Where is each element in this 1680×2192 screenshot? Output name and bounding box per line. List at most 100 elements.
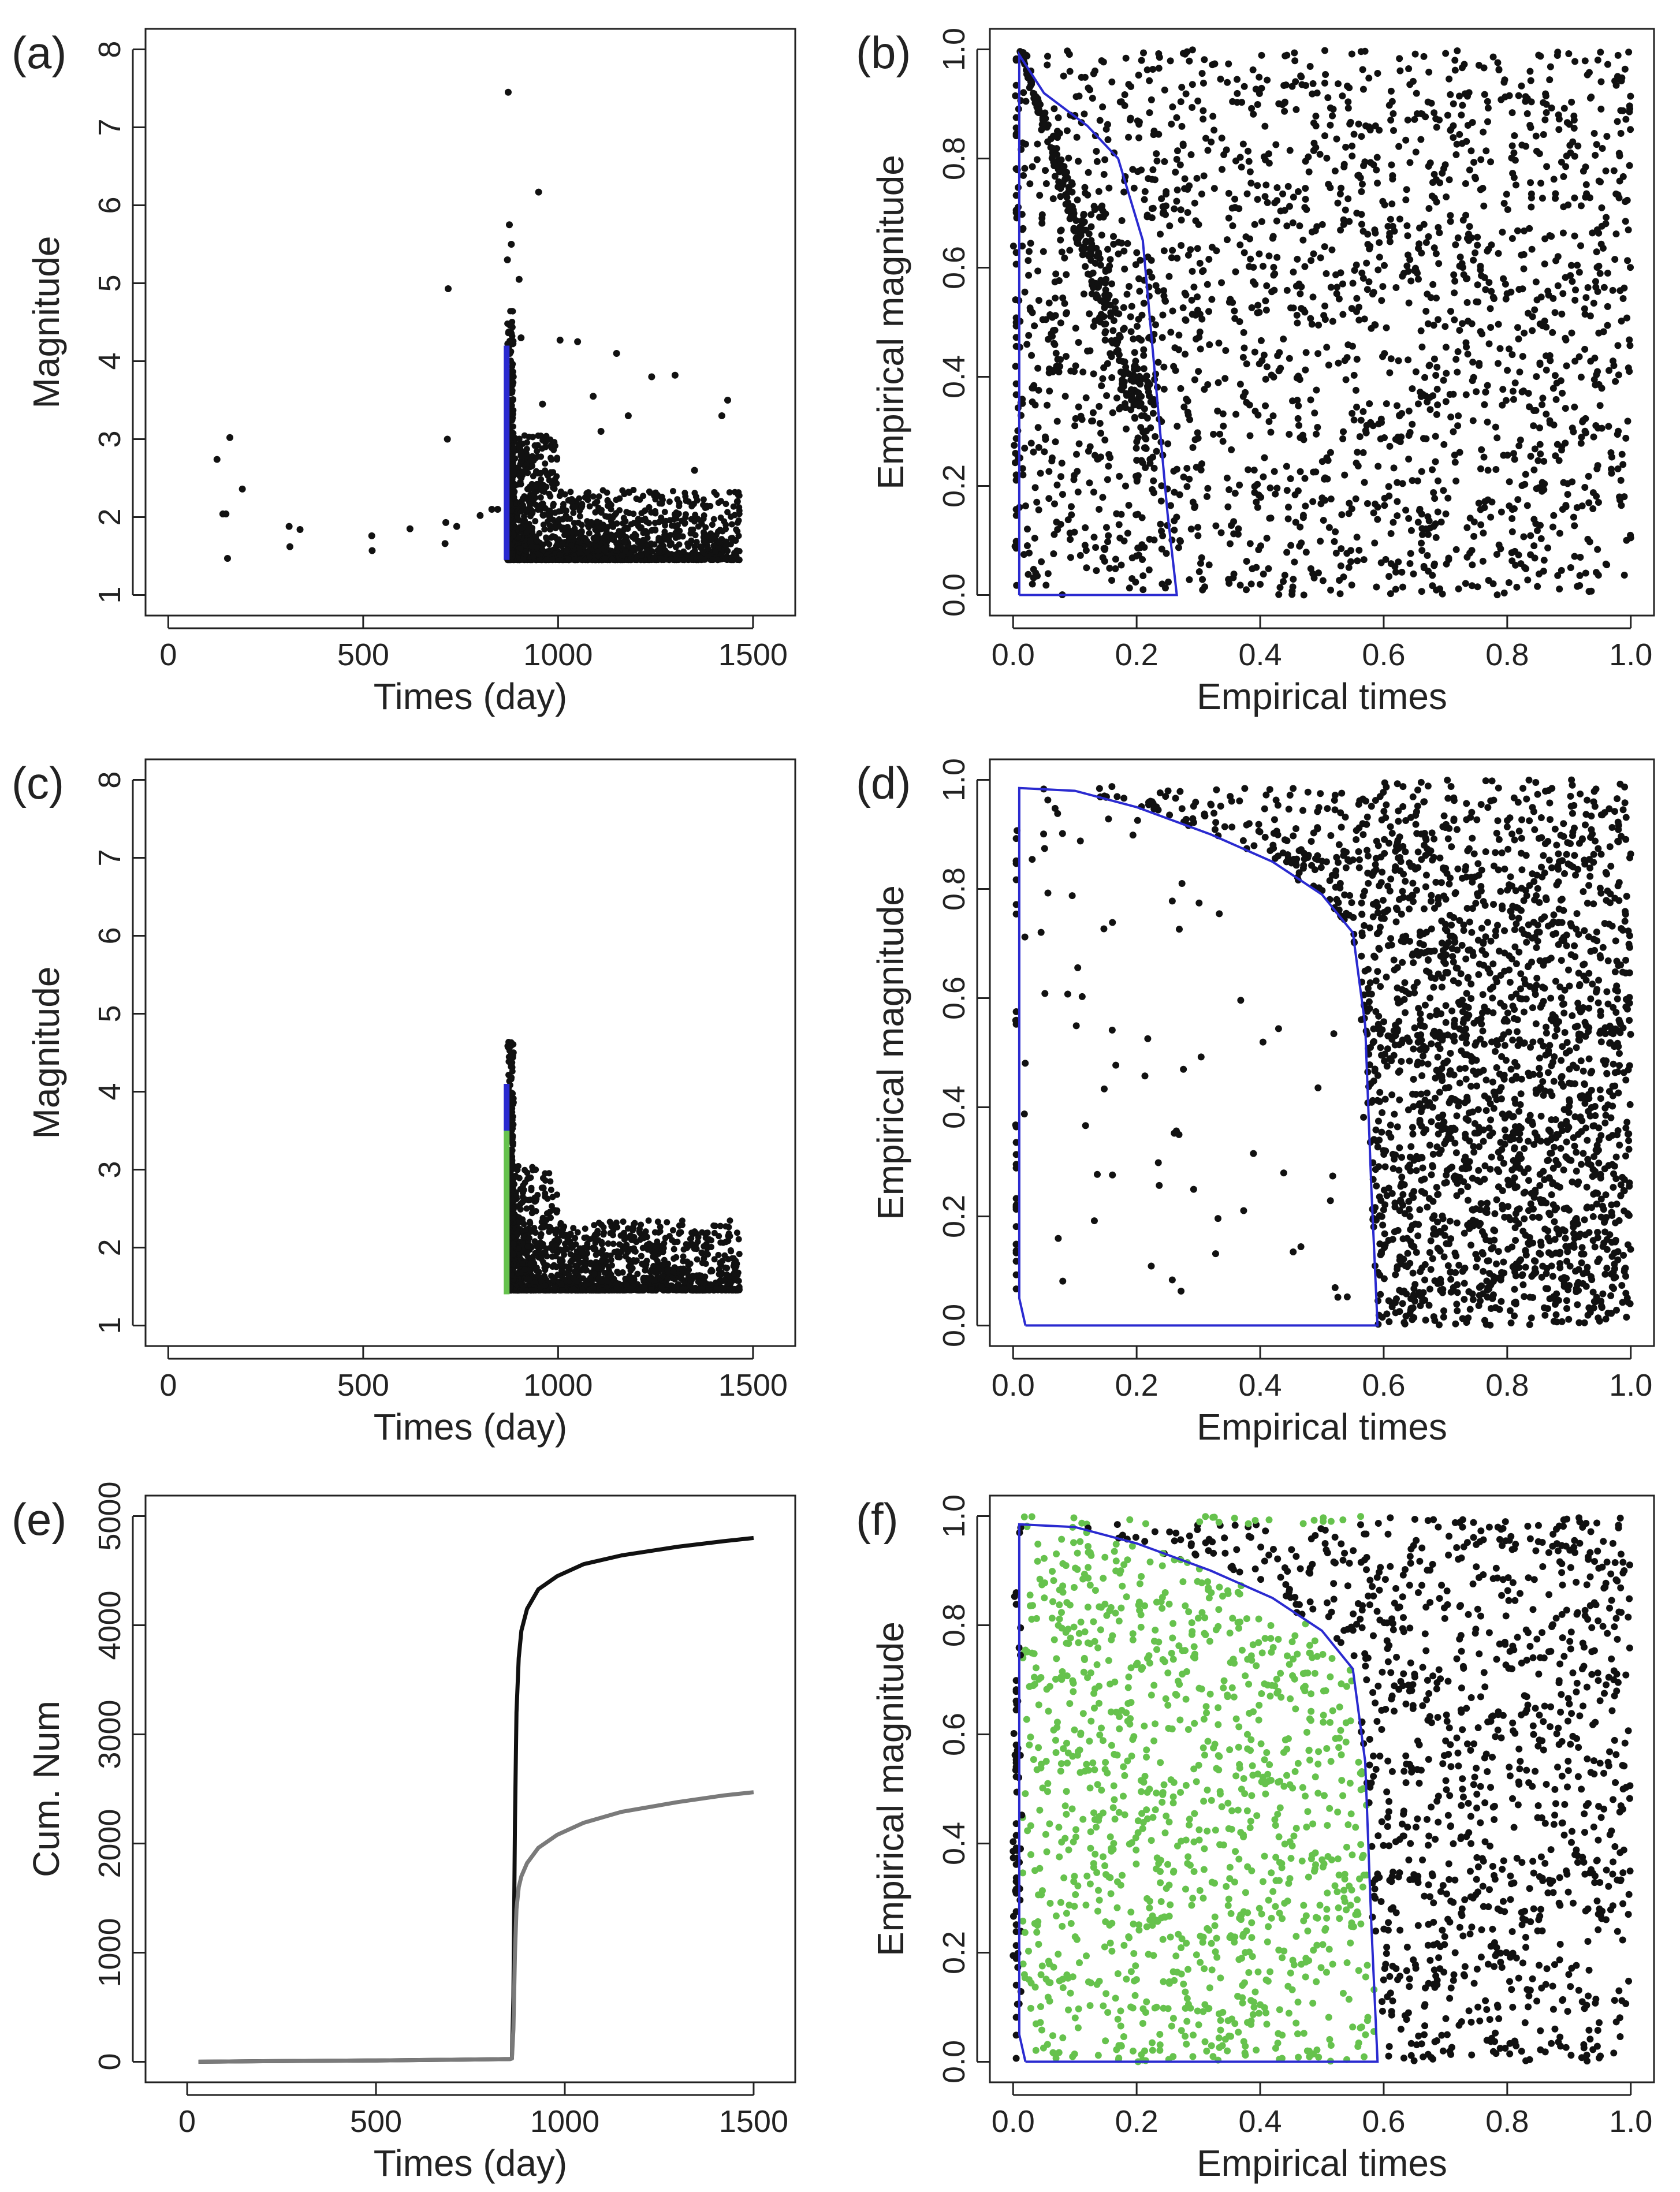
data-point <box>1090 370 1097 377</box>
data-point <box>1349 152 1355 159</box>
data-point <box>1161 386 1168 393</box>
data-point <box>1558 311 1565 318</box>
data-point <box>1379 353 1386 360</box>
data-point <box>1021 445 1028 452</box>
data-point <box>1262 297 1269 304</box>
data-point <box>1388 355 1395 362</box>
data-point <box>1541 557 1548 564</box>
data-point <box>509 363 515 370</box>
data-point <box>1045 495 1052 502</box>
data-point <box>1228 446 1235 453</box>
data-point <box>1586 588 1593 595</box>
data-point <box>1561 105 1568 112</box>
data-point <box>1577 554 1584 561</box>
data-point <box>1171 527 1178 534</box>
data-point <box>1551 422 1558 428</box>
data-point <box>1116 521 1123 528</box>
data-point <box>1446 176 1453 183</box>
data-point <box>1385 483 1392 490</box>
data-point <box>1206 341 1213 348</box>
data-point <box>1073 451 1080 458</box>
data-point <box>1426 517 1433 524</box>
data-point <box>368 547 375 554</box>
data-point <box>1365 74 1372 81</box>
data-point <box>1441 323 1448 330</box>
data-point <box>1251 467 1258 474</box>
data-point <box>1458 111 1465 118</box>
data-point <box>1152 176 1159 183</box>
data-point <box>1524 110 1531 117</box>
data-point <box>1216 431 1223 438</box>
data-point <box>1296 222 1303 229</box>
data-point <box>1257 581 1264 588</box>
data-point <box>1224 475 1231 482</box>
data-point <box>1504 290 1511 297</box>
data-point <box>1454 141 1461 148</box>
data-point <box>1122 91 1128 98</box>
data-point <box>1280 578 1287 585</box>
data-point <box>1127 313 1134 320</box>
data-point <box>1261 123 1268 130</box>
data-point <box>1625 226 1632 233</box>
data-point <box>1060 163 1067 170</box>
data-point <box>670 488 676 494</box>
data-point <box>1183 91 1190 98</box>
data-point <box>1080 246 1087 253</box>
data-point <box>1143 445 1150 452</box>
data-point <box>547 508 553 514</box>
data-point <box>1264 199 1271 206</box>
data-point <box>1385 493 1392 499</box>
data-point <box>1314 90 1321 96</box>
data-point <box>1075 489 1082 495</box>
data-point <box>1435 508 1441 515</box>
data-point <box>1191 502 1198 509</box>
data-point <box>1220 411 1227 417</box>
data-point <box>1476 362 1482 369</box>
data-point <box>1124 291 1131 298</box>
data-point <box>1478 272 1485 279</box>
data-point <box>1598 204 1605 211</box>
data-point <box>1116 473 1123 480</box>
data-point <box>1097 279 1104 286</box>
data-point <box>676 534 682 540</box>
data-point <box>1295 372 1302 379</box>
data-point <box>1148 96 1155 103</box>
data-point <box>657 545 663 551</box>
data-point <box>1318 494 1325 501</box>
data-point <box>1443 344 1450 351</box>
data-point <box>566 557 572 563</box>
data-point <box>533 469 539 476</box>
data-point <box>1434 401 1441 408</box>
data-point <box>576 545 583 551</box>
data-point <box>1555 282 1562 289</box>
data-point <box>1275 591 1282 598</box>
data-point <box>1128 328 1135 335</box>
data-point <box>1611 256 1618 263</box>
data-point <box>1537 180 1544 187</box>
data-point <box>1406 159 1413 166</box>
data-point <box>1527 532 1534 539</box>
data-point <box>1170 363 1177 370</box>
data-point <box>1208 139 1215 146</box>
data-point <box>1593 141 1600 148</box>
data-point <box>1595 499 1602 506</box>
data-point <box>1066 51 1073 58</box>
data-point <box>1247 168 1254 175</box>
data-point <box>1241 83 1248 90</box>
data-point <box>1028 439 1035 446</box>
data-point <box>1254 412 1261 419</box>
data-point <box>1582 193 1589 200</box>
data-point <box>1270 412 1277 419</box>
data-point <box>1063 309 1070 316</box>
data-point <box>1396 55 1403 62</box>
data-point <box>1055 114 1062 121</box>
data-point <box>1320 517 1327 524</box>
data-point <box>1616 152 1623 159</box>
data-point <box>1612 378 1619 385</box>
data-point <box>1019 471 1026 478</box>
data-point <box>1246 236 1253 243</box>
data-point <box>1182 175 1189 182</box>
data-point <box>1258 85 1265 92</box>
data-point <box>1034 572 1041 579</box>
data-point <box>1568 99 1575 106</box>
